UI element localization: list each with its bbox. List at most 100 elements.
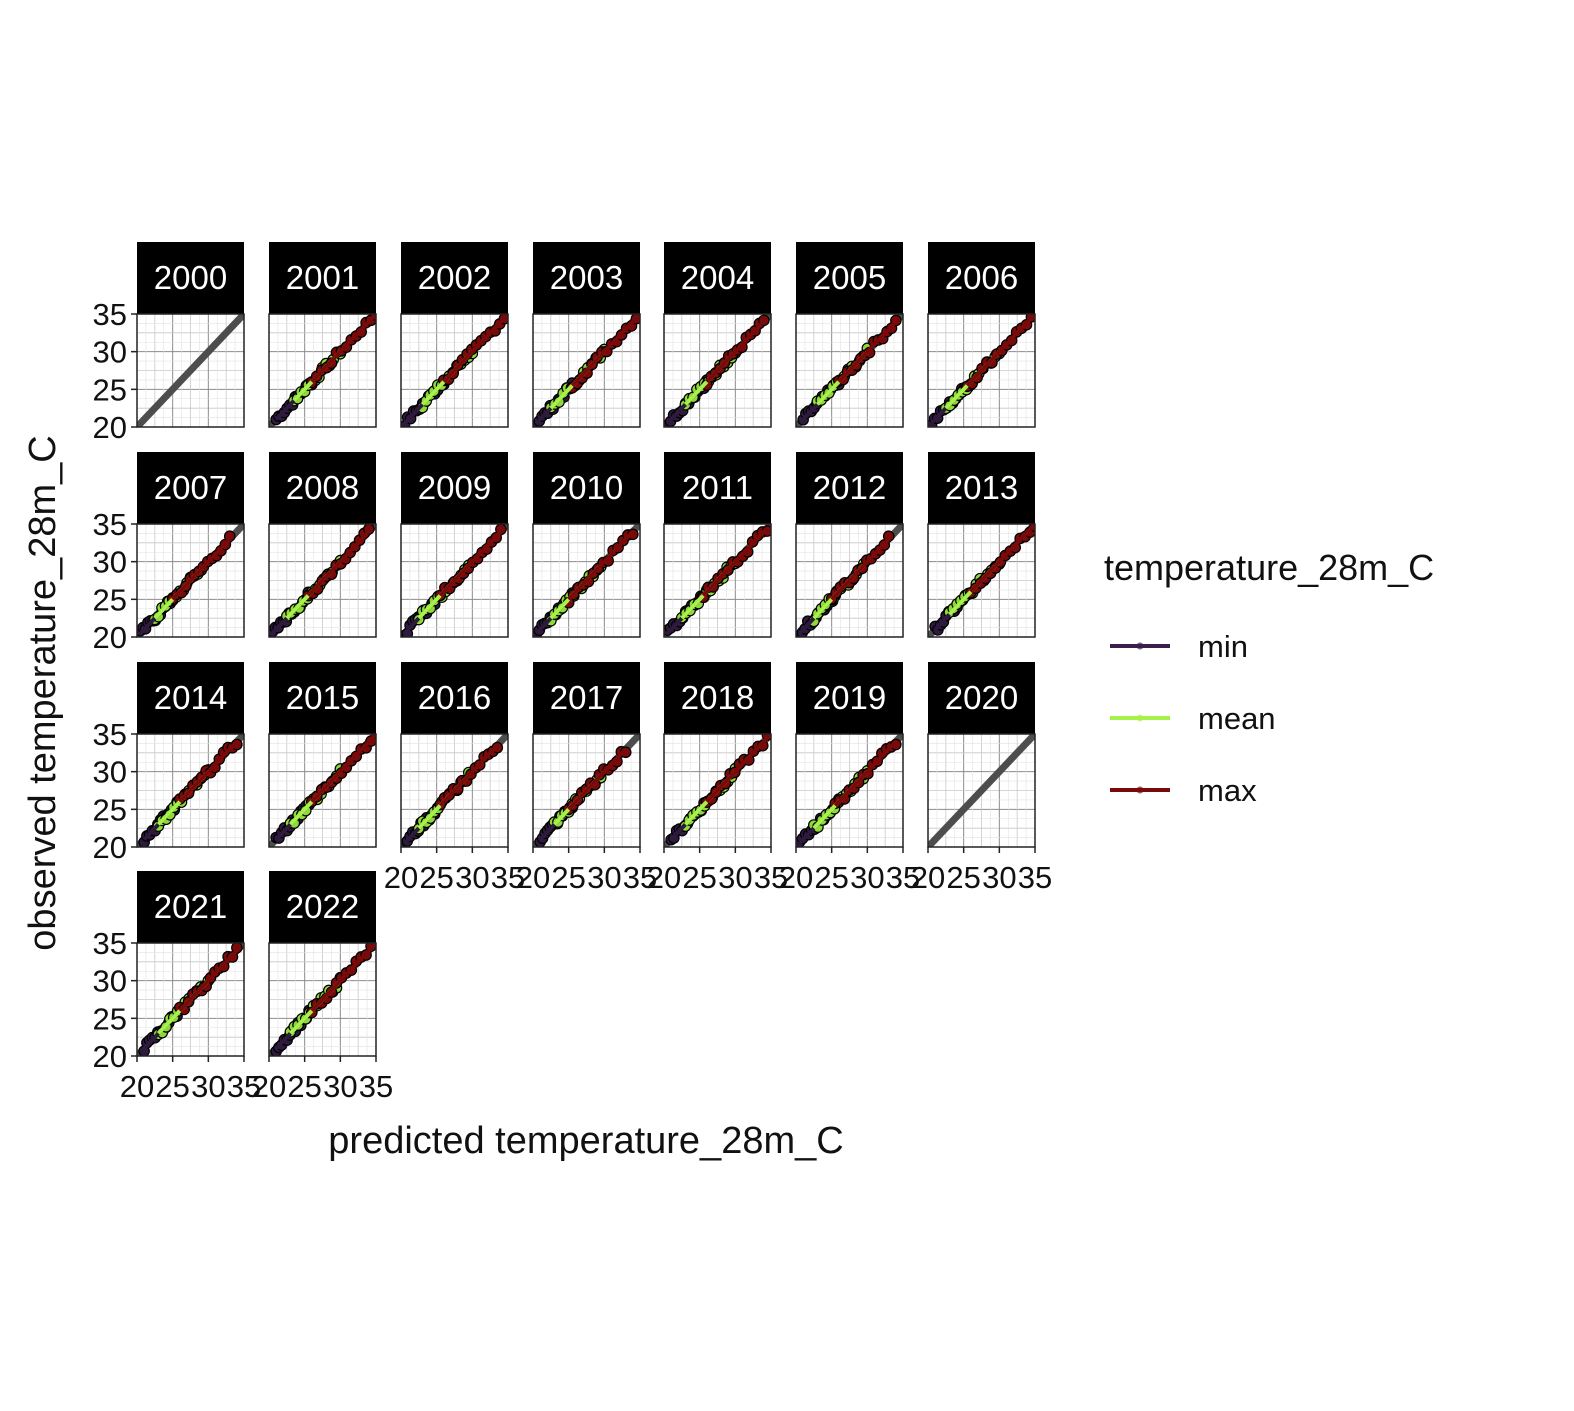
panel-border (927, 733, 1036, 848)
facet-strip (664, 242, 771, 314)
panel-content (137, 314, 244, 427)
facet-panel-2022: 2022 (268, 871, 377, 1057)
panel-border (136, 523, 245, 638)
fit-line-max (570, 316, 638, 387)
panel-content (269, 943, 376, 1056)
facet-strip (137, 871, 244, 943)
fit-line-max (306, 530, 371, 597)
facet-panel-2014: 2014 (136, 662, 245, 848)
panel-content (664, 314, 771, 427)
reference-line (137, 314, 244, 427)
facet-strip-label: 2005 (813, 259, 886, 296)
facet-strip-label: 2004 (681, 259, 754, 296)
facet-strip-label: 2014 (154, 679, 227, 716)
panel-content (401, 314, 508, 427)
facet-strip-label: 2010 (550, 469, 623, 506)
panel-content (796, 734, 903, 847)
facet-strip (664, 452, 771, 524)
panel-border (663, 523, 772, 638)
panel-content (533, 524, 640, 637)
x-tick-label: 20 (911, 860, 945, 895)
y-tick-label: 20 (93, 410, 127, 445)
panel-border (268, 733, 377, 848)
facet-strip (401, 662, 508, 734)
legend: temperature_28m_C min mean max (1104, 547, 1434, 808)
panel-content (137, 734, 244, 847)
facet-panel-2008: 2008 (268, 452, 377, 638)
panel-border (795, 313, 904, 428)
y-tick-label: 20 (93, 1039, 127, 1074)
legend-label: max (1198, 773, 1257, 808)
facet-panel-2009: 2009 (400, 452, 509, 638)
facet-strip-label: 2009 (418, 469, 491, 506)
x-tick-label: 25 (419, 860, 453, 895)
facet-strip-label: 2022 (286, 888, 359, 925)
facet-strip (137, 242, 244, 314)
x-tick-label: 30 (323, 1069, 357, 1104)
fit-line-max (705, 736, 769, 804)
fit-line-max (178, 740, 239, 804)
legend-label: min (1198, 629, 1248, 664)
fit-line-max (833, 740, 898, 807)
legend-entry-max: max (1110, 773, 1257, 808)
facet-strip (533, 452, 640, 524)
fit-line-max (438, 530, 503, 597)
panel-border (927, 313, 1036, 428)
panel-border (268, 313, 377, 428)
fit-line-max (701, 526, 769, 597)
x-tick-label: 30 (587, 860, 621, 895)
panel-content (401, 734, 508, 847)
facet-strip (269, 871, 376, 943)
x-tick-label: 35 (623, 860, 657, 895)
facet-panel-2013: 2013 (927, 452, 1036, 638)
panel-border (268, 523, 377, 638)
facet-panel-2001: 2001 (268, 242, 377, 428)
panel-content (533, 734, 640, 847)
x-tick-label: 25 (287, 1069, 321, 1104)
y-tick-label: 20 (93, 830, 127, 865)
fit-line-max (969, 524, 1035, 594)
facet-strip-label: 2006 (945, 259, 1018, 296)
legend-key-point (1136, 786, 1144, 794)
facet-panel-2015: 2015 (268, 662, 377, 848)
panel-border (136, 733, 245, 848)
fit-line-max (442, 316, 506, 384)
y-tick-label: 30 (93, 755, 127, 790)
x-tick-label: 35 (754, 860, 788, 895)
facet-strip (928, 662, 1035, 734)
legend-entry-min: min (1110, 629, 1248, 664)
x-tick-label: 35 (227, 1069, 261, 1104)
panel-border (400, 313, 509, 428)
panel-border (532, 313, 641, 428)
x-tick-label: 20 (779, 860, 813, 895)
panel-content (269, 314, 376, 427)
x-tick-label: 20 (647, 860, 681, 895)
x-tick-label: 30 (850, 860, 884, 895)
facet-strip (269, 662, 376, 734)
facet-panel-2007: 2007 (136, 452, 245, 638)
y-tick-label: 25 (93, 792, 127, 827)
y-tick-label: 35 (93, 926, 127, 961)
legend-label: mean (1198, 701, 1276, 736)
facet-strip-label: 2013 (945, 469, 1018, 506)
panel-content (137, 524, 244, 637)
fit-line-max (705, 320, 766, 384)
x-tick-label: 20 (252, 1069, 286, 1104)
panel-border (795, 733, 904, 848)
fit-line-max (830, 537, 891, 601)
facet-strip (137, 452, 244, 524)
panel-content (137, 943, 244, 1056)
facet-strip (928, 242, 1035, 314)
x-tick-label: 20 (384, 860, 418, 895)
facet-strip (269, 452, 376, 524)
facet-panel-2006: 2006 (927, 242, 1036, 428)
panel-border (136, 942, 245, 1057)
fit-line-max (567, 530, 635, 601)
facet-strip-label: 2020 (945, 679, 1018, 716)
fit-line-max (567, 747, 628, 811)
y-tick-label: 25 (93, 372, 127, 407)
fit-line-max (310, 943, 376, 1013)
panel-content (533, 314, 640, 427)
facet-strip (664, 662, 771, 734)
